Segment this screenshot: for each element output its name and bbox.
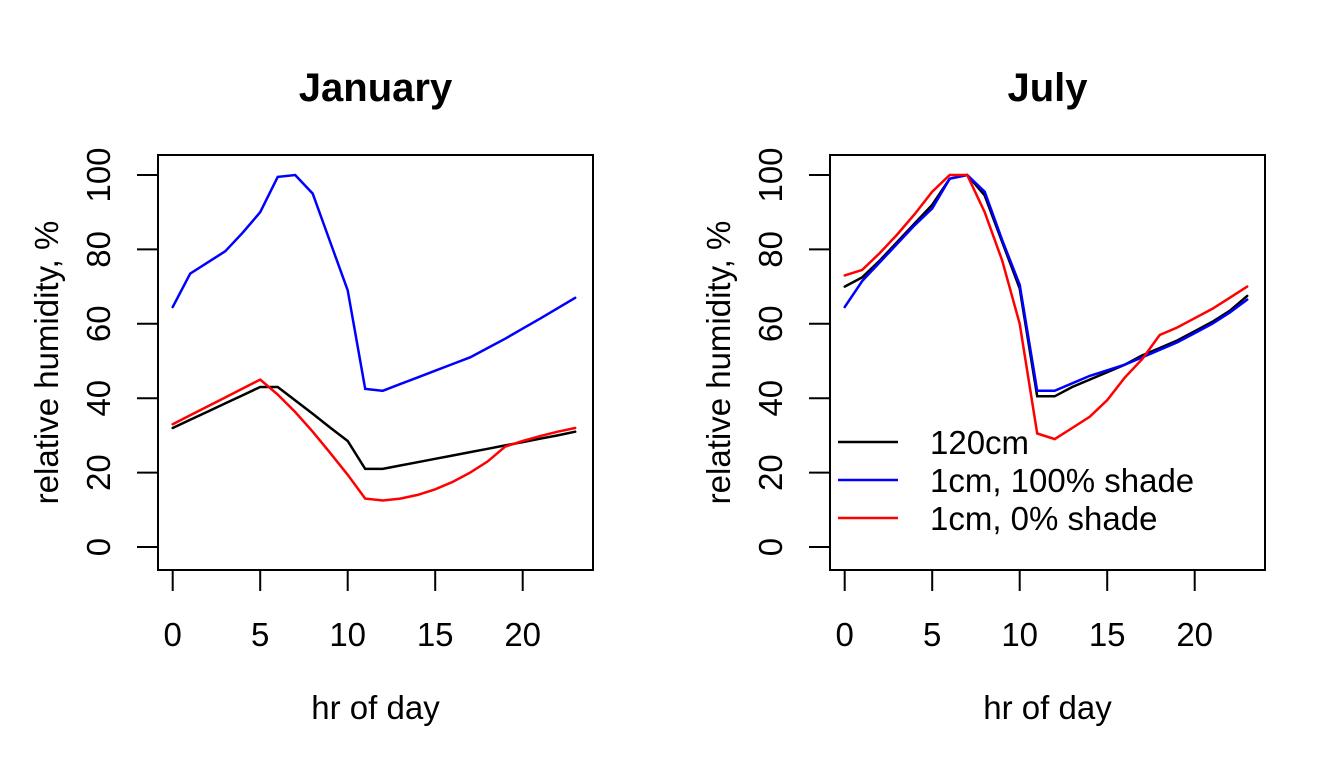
y-tick-label: 0 xyxy=(80,538,117,556)
y-tick-label: 100 xyxy=(80,147,117,202)
y-tick-label: 100 xyxy=(752,147,789,202)
x-tick-label: 15 xyxy=(417,616,454,653)
y-tick-label: 20 xyxy=(80,454,117,491)
x-axis-title: hr of day xyxy=(983,689,1112,726)
july-chart: July 0 5 10 15 20 0 20 40 60 80 100 hr of day relativ… xyxy=(700,66,1266,726)
x-tick-label: 20 xyxy=(504,616,541,653)
legend-label: 120cm xyxy=(930,424,1029,461)
y-tick-label: 40 xyxy=(80,380,117,417)
x-tick-label: 5 xyxy=(923,616,941,653)
x-tick-label: 15 xyxy=(1089,616,1126,653)
x-tick-label: 0 xyxy=(836,616,854,653)
x-tick-label: 0 xyxy=(164,616,182,653)
series-line-1cm-0-shade xyxy=(843,173,1249,441)
panel-title: July xyxy=(1007,66,1088,110)
legend-label: 1cm, 0% shade xyxy=(930,500,1157,537)
y-tick-label: 80 xyxy=(752,231,789,268)
y-tick-label: 40 xyxy=(752,380,789,417)
panel-january: January 0 5 10 15 20 0 20 40 60 80 100 hr of day rela… xyxy=(28,66,594,726)
y-axis-title: relative humidity, % xyxy=(700,221,737,505)
y-tick-label: 60 xyxy=(80,305,117,342)
y-axis-title: relative humidity, % xyxy=(28,221,65,505)
x-tick-label: 5 xyxy=(251,616,269,653)
y-tick-label: 0 xyxy=(752,538,789,556)
y-tick-label: 60 xyxy=(752,305,789,342)
y-tick-label: 80 xyxy=(80,231,117,268)
x-tick-label: 10 xyxy=(329,616,366,653)
x-tick-label: 10 xyxy=(1001,616,1038,653)
series-line-120cm xyxy=(171,385,577,471)
series-line-1cm-100-shade xyxy=(843,173,1249,393)
series-line-1cm-0-shade xyxy=(171,378,577,502)
x-tick-label: 20 xyxy=(1176,616,1213,653)
legend-label: 1cm, 100% shade xyxy=(930,462,1194,499)
panel-july: July 0 5 10 15 20 0 20 40 60 80 100 hr of day relativ… xyxy=(672,0,1344,768)
january-chart: January 0 5 10 15 20 0 20 40 60 80 100 hr of day rela… xyxy=(28,66,594,726)
series-line-120cm xyxy=(843,173,1249,398)
plot-border xyxy=(829,154,1266,571)
panel-title: January xyxy=(299,66,453,110)
plot-border xyxy=(157,154,594,571)
series-line-1cm-100-shade xyxy=(171,173,577,393)
y-tick-label: 20 xyxy=(752,454,789,491)
x-axis-title: hr of day xyxy=(311,689,440,726)
